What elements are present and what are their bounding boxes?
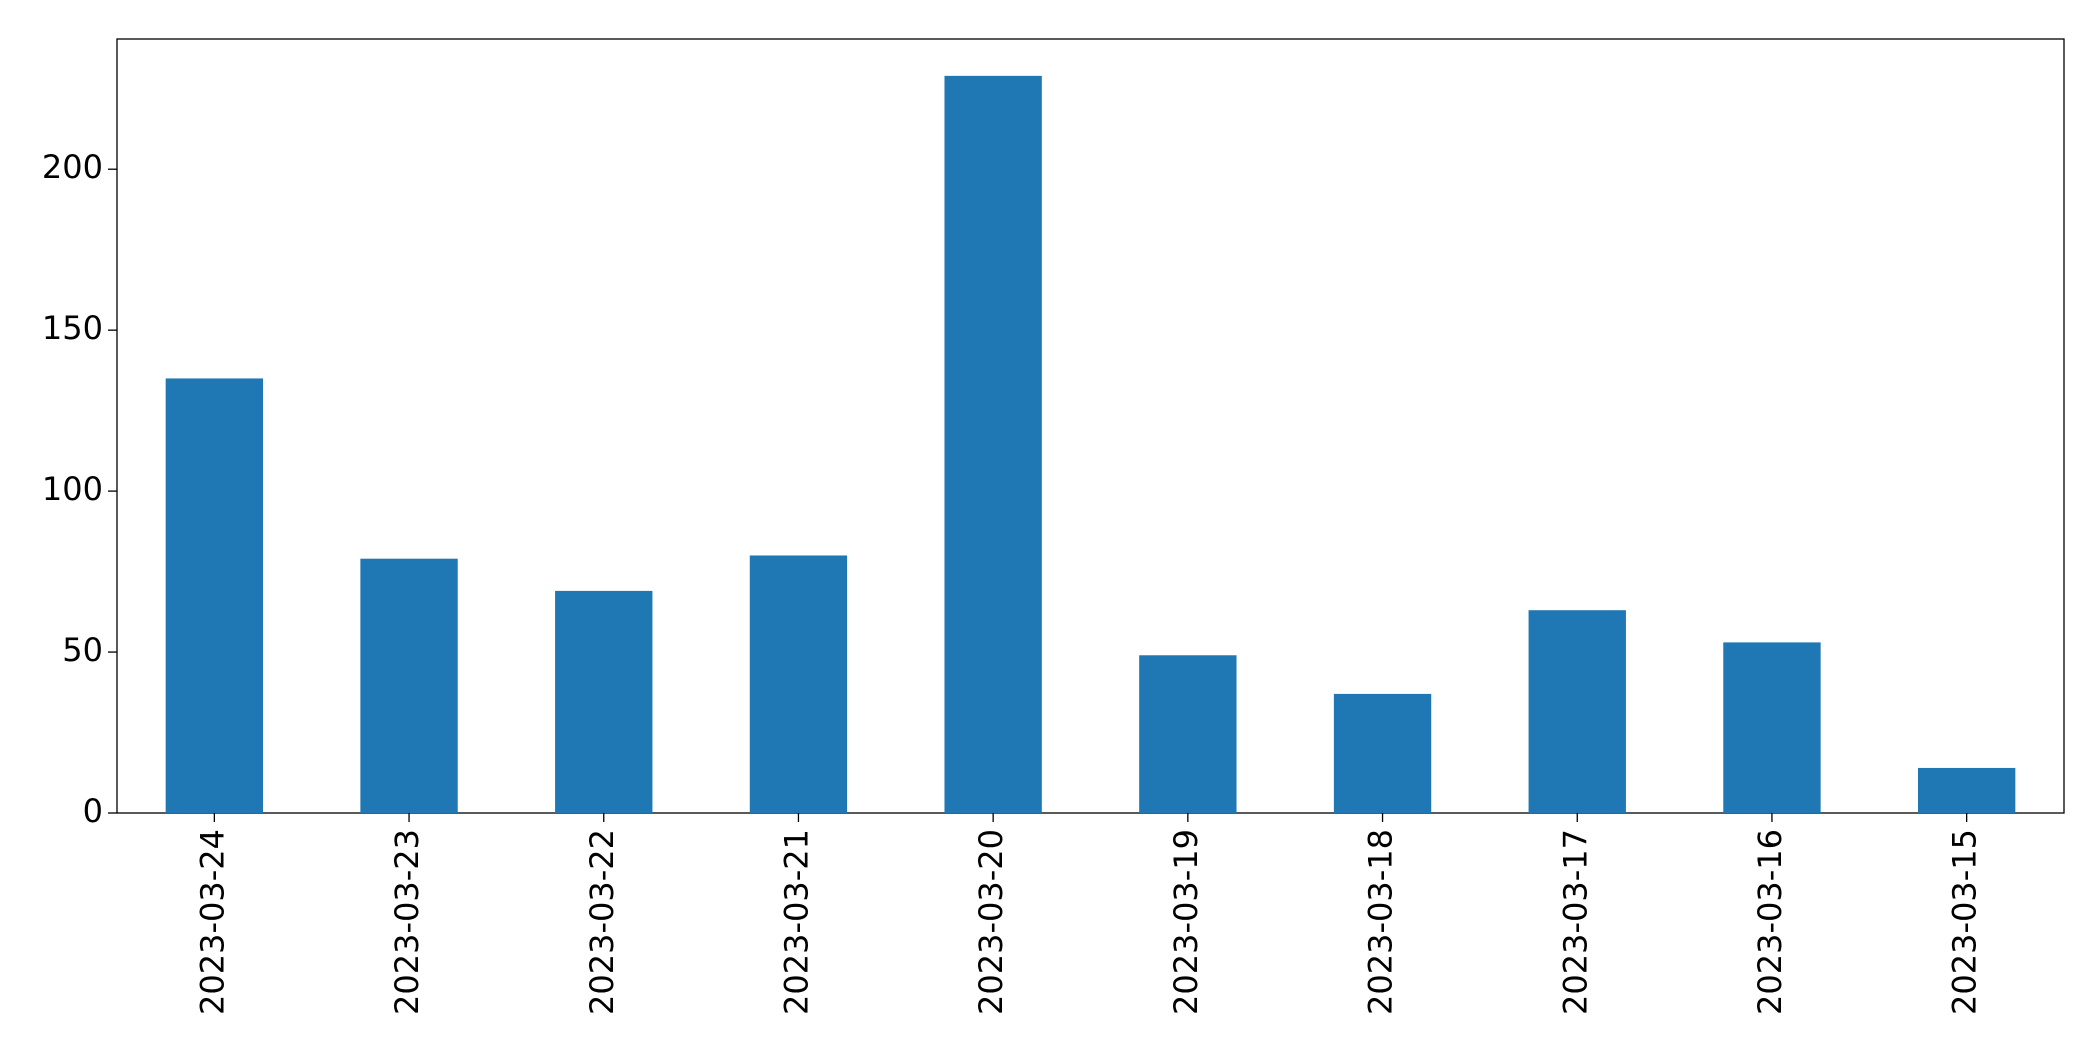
y-tick-label: 200: [42, 148, 103, 186]
x-tick-label: 2023-03-22: [583, 829, 621, 1015]
bar: [1917, 767, 2016, 813]
x-tick-label: 2023-03-21: [777, 829, 815, 1015]
x-tick-label: 2023-03-19: [1167, 829, 1205, 1015]
x-tick-label: 2023-03-15: [1946, 829, 1984, 1015]
x-tick-label: 2023-03-20: [972, 829, 1010, 1015]
x-tick-label: 2023-03-16: [1751, 829, 1789, 1015]
y-tick-label: 50: [62, 631, 103, 669]
bar: [360, 558, 458, 813]
y-tick-label: 0: [83, 792, 103, 830]
plot-frame: [116, 38, 2065, 814]
y-tick-label: 150: [42, 309, 103, 347]
x-tick-label: 2023-03-18: [1362, 829, 1400, 1015]
bar: [1333, 693, 1432, 813]
x-tick-label: 2023-03-17: [1556, 829, 1594, 1015]
bar: [944, 75, 1042, 814]
bar: [1723, 642, 1821, 813]
bar: [165, 378, 264, 813]
x-tick-label: 2023-03-23: [388, 829, 426, 1015]
bar: [1139, 655, 1237, 813]
bar: [555, 590, 653, 813]
x-tick-label: 2023-03-24: [193, 829, 231, 1015]
y-tick-label: 100: [42, 470, 103, 508]
bar: [1528, 610, 1626, 813]
bar: [749, 555, 848, 813]
